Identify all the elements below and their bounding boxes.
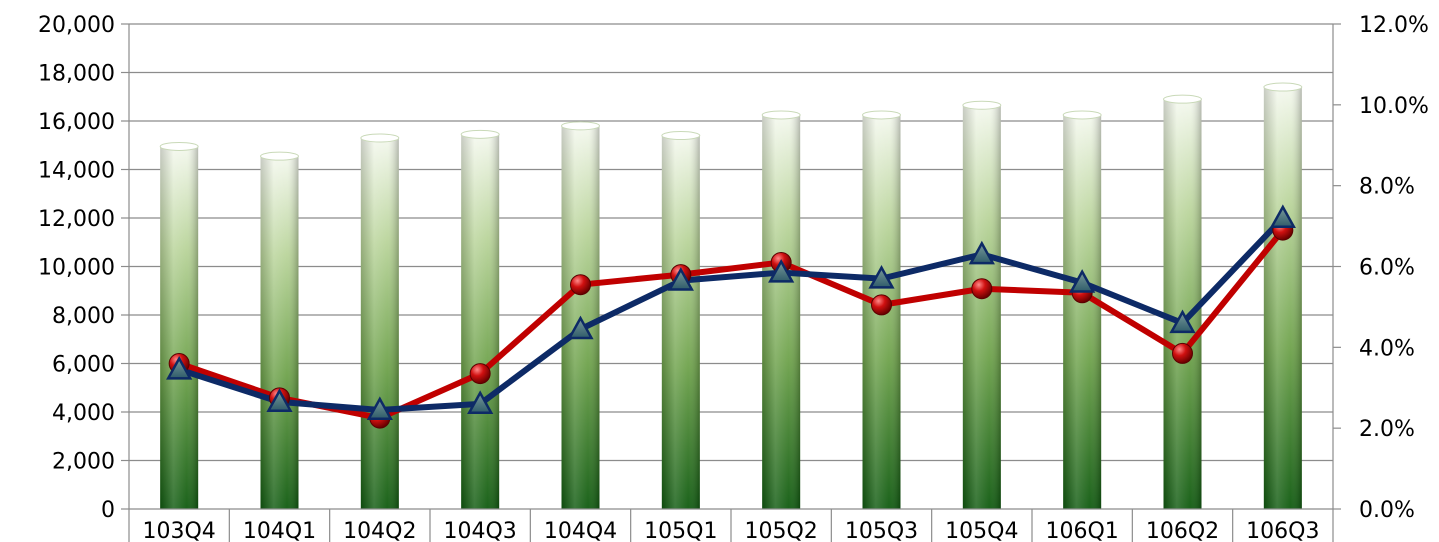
blue-series-line [178, 215, 1286, 413]
blue-series-point [266, 388, 293, 412]
y-right-tick-label: 4.0% [1359, 336, 1415, 361]
line-series [166, 204, 1296, 429]
y-left-tick-label: 4,000 [52, 401, 115, 426]
y-left-tick-label: 14,000 [38, 159, 115, 184]
red-series-line [178, 228, 1286, 422]
bar [460, 129, 500, 509]
y-right-tick-label: 6.0% [1359, 256, 1415, 281]
blue-series-point [667, 267, 694, 291]
x-tick-label: 104Q2 [343, 519, 416, 542]
y-right-tick-label: 12.0% [1359, 13, 1429, 38]
blue-series-point [166, 355, 193, 380]
x-tick-label: 105Q2 [745, 519, 818, 542]
blue-series-point [868, 265, 895, 289]
y-left-tick-label: 18,000 [38, 62, 115, 87]
gridlines [129, 23, 1333, 462]
bar-series [159, 82, 1303, 510]
bar [862, 110, 901, 509]
y-right-tick-label: 10.0% [1359, 94, 1429, 119]
y-right-tick-label: 8.0% [1359, 175, 1415, 200]
y-left-tick-label: 2,000 [52, 450, 115, 475]
bar [661, 131, 701, 510]
bar [962, 100, 1002, 510]
y-left-tick-label: 10,000 [38, 256, 115, 281]
x-tick-label: 106Q2 [1146, 519, 1219, 542]
red-series-point [871, 294, 892, 316]
red-series-point [971, 278, 993, 300]
x-tick-label: 106Q1 [1046, 519, 1119, 542]
x-tick-label: 105Q4 [945, 519, 1018, 542]
blue-series-point [1069, 269, 1096, 293]
blue-series-point [1169, 309, 1196, 334]
y-left-tick-label: 6,000 [52, 353, 115, 378]
bar [360, 133, 400, 509]
bar [761, 110, 801, 509]
y-right-tick-label: 0.0% [1359, 498, 1415, 523]
red-series-point [469, 363, 491, 385]
x-tick-label: 106Q3 [1246, 519, 1319, 542]
bar [159, 141, 199, 509]
x-tick-label: 104Q3 [444, 519, 517, 542]
blue-series-point [1269, 204, 1296, 229]
blue-series-point [467, 390, 494, 414]
y-left-tick-label: 8,000 [52, 304, 115, 329]
blue-series-point [768, 258, 795, 283]
bar [1163, 94, 1202, 510]
red-series-point [1172, 342, 1193, 364]
axes: 0 2,000 4,000 6,000 8,000 10,000 12,000 14,000 1… [38, 13, 1429, 542]
bar [1263, 82, 1303, 510]
blue-series-point [366, 396, 393, 421]
red-series-point [570, 274, 591, 296]
bar [561, 121, 600, 509]
y-left-tick-label: 12,000 [38, 207, 115, 232]
y-left-tick-label: 16,000 [38, 110, 115, 135]
blue-series-point [968, 240, 995, 265]
blue-series-point [567, 315, 594, 340]
x-tick-label: 105Q3 [845, 519, 918, 542]
y-left-tick-label: 20,000 [38, 13, 115, 38]
y-left-tick-label: 0 [101, 498, 115, 523]
x-tick-label: 104Q1 [243, 519, 316, 542]
x-tick-label: 104Q4 [544, 519, 617, 542]
x-tick-label: 103Q4 [143, 519, 216, 542]
bar [260, 151, 299, 509]
y-right-tick-label: 2.0% [1359, 417, 1415, 442]
bar [1062, 110, 1102, 509]
x-tick-label: 105Q1 [644, 519, 717, 542]
